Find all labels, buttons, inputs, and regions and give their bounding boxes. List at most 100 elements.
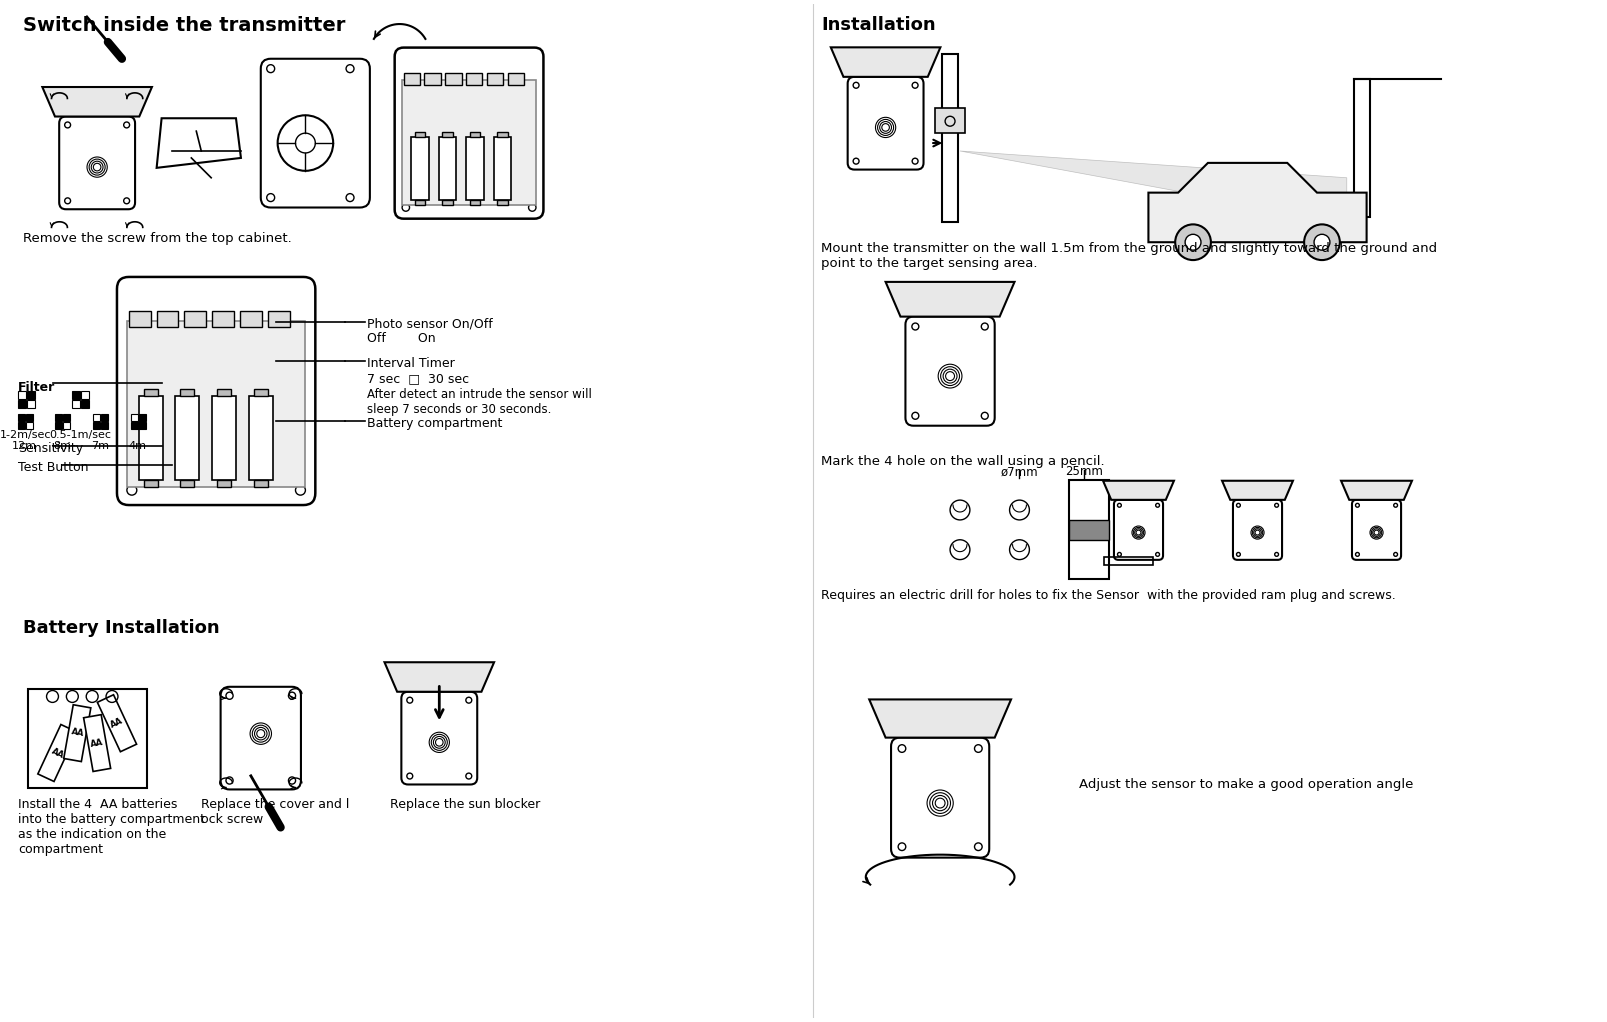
Bar [18, 391, 26, 399]
Bar [156, 311, 178, 326]
Polygon shape [1340, 480, 1411, 500]
Bar [82, 391, 88, 399]
Text: Filter: Filter [18, 381, 55, 394]
Polygon shape [959, 151, 1347, 223]
Text: Photo sensor On/Off: Photo sensor On/Off [366, 318, 492, 330]
Text: 7m: 7m [92, 440, 109, 451]
Bar [442, 132, 453, 137]
Text: Switch inside the transmitter: Switch inside the transmitter [22, 16, 346, 35]
Text: Replace the cover and l
ock screw: Replace the cover and l ock screw [201, 797, 349, 826]
Bar [469, 132, 480, 137]
Bar [27, 391, 35, 399]
Circle shape [1313, 234, 1329, 250]
Bar [55, 422, 63, 428]
Circle shape [950, 500, 969, 520]
Text: 8m: 8m [53, 440, 71, 451]
Text: Mark the 4 hole on the wall using a pencil.: Mark the 4 hole on the wall using a penc… [821, 456, 1104, 468]
Bar [493, 137, 511, 200]
Text: Adjust the sensor to make a good operation angle: Adjust the sensor to make a good operati… [1078, 778, 1413, 791]
Bar [267, 311, 289, 326]
Circle shape [1175, 225, 1210, 260]
Text: 25mm: 25mm [1064, 465, 1102, 478]
Bar [212, 311, 235, 326]
Bar [138, 422, 146, 428]
Text: Interval Timer: Interval Timer [366, 358, 455, 370]
Polygon shape [384, 662, 493, 692]
Bar [469, 200, 480, 205]
Bar [82, 400, 88, 408]
Bar [143, 480, 157, 487]
Text: Remove the screw from the top cabinet.: Remove the screw from the top cabinet. [22, 232, 291, 245]
Bar [18, 422, 24, 428]
Bar [175, 396, 199, 480]
Bar [1102, 557, 1152, 564]
Bar [101, 414, 108, 421]
Bar [403, 73, 419, 85]
Text: AA: AA [90, 738, 104, 749]
Text: After detect an intrude the sensor will
sleep 7 seconds or 30 seconds.: After detect an intrude the sensor will … [366, 388, 591, 416]
Bar [1069, 480, 1109, 579]
Bar [55, 414, 63, 421]
Bar [439, 137, 456, 200]
Bar [127, 321, 305, 487]
Bar [63, 422, 71, 428]
Text: 0.5-1m/sec: 0.5-1m/sec [50, 429, 111, 439]
Bar [1353, 79, 1369, 218]
Text: 12m: 12m [13, 440, 37, 451]
Text: 1-2m/sec: 1-2m/sec [0, 429, 51, 439]
Bar [445, 73, 461, 85]
Polygon shape [1221, 480, 1292, 500]
Text: Off        On: Off On [366, 332, 435, 345]
Polygon shape [1147, 162, 1366, 242]
Bar [27, 689, 146, 788]
Bar [18, 414, 24, 421]
Bar [508, 73, 524, 85]
Bar [239, 311, 262, 326]
Polygon shape [84, 714, 111, 772]
Circle shape [1009, 540, 1028, 560]
Bar [254, 389, 267, 396]
Polygon shape [39, 725, 77, 782]
Bar [935, 108, 964, 133]
Bar [212, 396, 236, 480]
Bar [487, 73, 503, 85]
Bar [93, 422, 100, 428]
Bar [415, 132, 424, 137]
Circle shape [1303, 225, 1339, 260]
Bar [27, 400, 35, 408]
Bar [93, 414, 100, 421]
Text: AA: AA [50, 746, 66, 759]
Bar [254, 480, 267, 487]
Circle shape [950, 540, 969, 560]
Bar [18, 400, 26, 408]
Polygon shape [831, 47, 940, 77]
Text: Sensitivity: Sensitivity [18, 442, 84, 455]
Bar [72, 391, 80, 399]
Polygon shape [64, 705, 90, 761]
Bar [180, 389, 194, 396]
Bar [130, 414, 138, 421]
Bar [217, 389, 231, 396]
Bar [129, 311, 151, 326]
Text: AA: AA [71, 728, 85, 739]
Bar [411, 137, 429, 200]
Polygon shape [98, 695, 137, 752]
Bar [415, 200, 424, 205]
Bar [249, 396, 273, 480]
Bar [942, 54, 958, 223]
Bar [26, 414, 32, 421]
Text: Install the 4  AA batteries
into the battery compartment
as the indication on th: Install the 4 AA batteries into the batt… [18, 797, 204, 855]
Bar [497, 132, 508, 137]
Bar [72, 400, 80, 408]
Text: Battery Installation: Battery Installation [22, 619, 219, 637]
Bar [26, 422, 32, 428]
Text: Installation: Installation [821, 16, 935, 34]
Bar [1069, 520, 1109, 540]
Bar [130, 422, 138, 428]
Bar [442, 200, 453, 205]
Bar [63, 414, 71, 421]
Bar [466, 137, 484, 200]
Bar [138, 396, 162, 480]
Text: AA: AA [109, 716, 125, 730]
Circle shape [1009, 500, 1028, 520]
